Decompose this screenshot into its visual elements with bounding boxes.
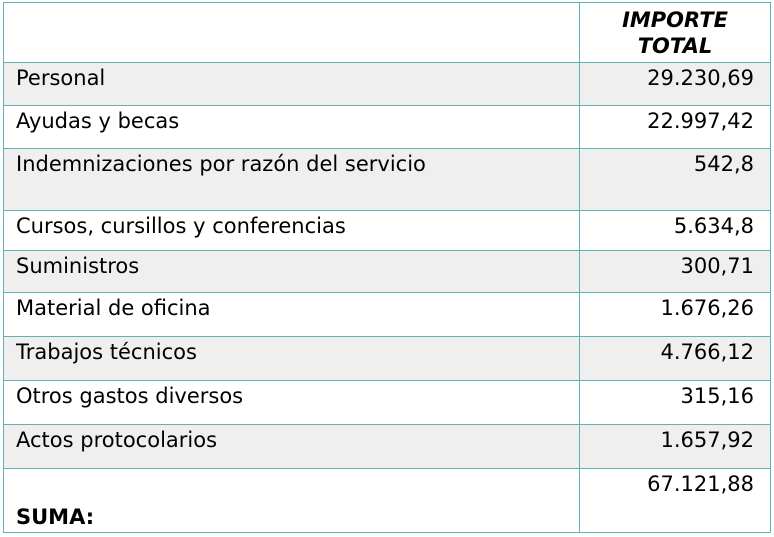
expense-table: IMPORTE TOTAL Personal 29.230,69 Ayudas y …	[3, 2, 771, 533]
amount-header-text: IMPORTE TOTAL	[622, 8, 728, 58]
row-label: Material de oficina	[3, 292, 580, 337]
row-amount: 542,8	[579, 148, 771, 211]
header-row: IMPORTE TOTAL	[3, 2, 771, 63]
blank-header	[3, 2, 580, 63]
amount-header: IMPORTE TOTAL	[579, 2, 771, 63]
table-row: Actos protocolarios 1.657,92	[3, 424, 771, 469]
table-row: Trabajos técnicos 4.766,12	[3, 336, 771, 381]
row-amount: 5.634,8	[579, 210, 771, 251]
table-row: Personal 29.230,69	[3, 62, 771, 106]
row-amount: 29.230,69	[579, 62, 771, 106]
table-row: Otros gastos diversos 315,16	[3, 380, 771, 425]
table-row: Material de oficina 1.676,26	[3, 292, 771, 337]
row-amount: 300,71	[579, 250, 771, 293]
total-row: SUMA: 67.121,88	[3, 468, 771, 533]
row-amount: 1.676,26	[579, 292, 771, 337]
total-amount: 67.121,88	[579, 468, 771, 533]
row-amount: 22.997,42	[579, 105, 771, 149]
row-label: Suministros	[3, 250, 580, 293]
row-label: Otros gastos diversos	[3, 380, 580, 425]
table-row: Cursos, cursillos y conferencias 5.634,8	[3, 210, 771, 251]
table-row: Ayudas y becas 22.997,42	[3, 105, 771, 149]
total-label: SUMA:	[3, 468, 580, 533]
row-label: Ayudas y becas	[3, 105, 580, 149]
row-amount: 1.657,92	[579, 424, 771, 469]
row-label: Cursos, cursillos y conferencias	[3, 210, 580, 251]
row-label: Personal	[3, 62, 580, 106]
row-amount: 315,16	[579, 380, 771, 425]
row-label: Trabajos técnicos	[3, 336, 580, 381]
row-label: Indemnizaciones por razón del servicio	[3, 148, 580, 211]
row-label: Actos protocolarios	[3, 424, 580, 469]
row-amount: 4.766,12	[579, 336, 771, 381]
table-row: Indemnizaciones por razón del servicio 54…	[3, 148, 771, 211]
table-row: Suministros 300,71	[3, 250, 771, 293]
